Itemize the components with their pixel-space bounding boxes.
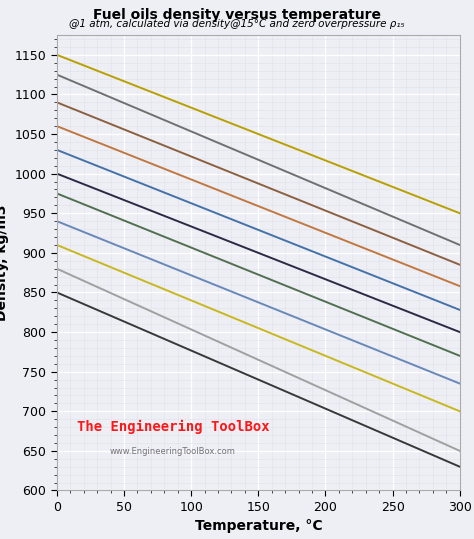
X-axis label: Temperature, °C: Temperature, °C [194,520,322,534]
Text: Fuel oils density versus temperature: Fuel oils density versus temperature [93,8,381,22]
Text: www.EngineeringToolBox.com: www.EngineeringToolBox.com [109,447,235,456]
Text: The Engineering ToolBox: The Engineering ToolBox [77,420,270,434]
Y-axis label: Density, kg/m3: Density, kg/m3 [0,204,9,321]
Text: @1 atm, calculated via density@15°C and zero overpressure ρ₁₅: @1 atm, calculated via density@15°C and … [69,19,405,29]
